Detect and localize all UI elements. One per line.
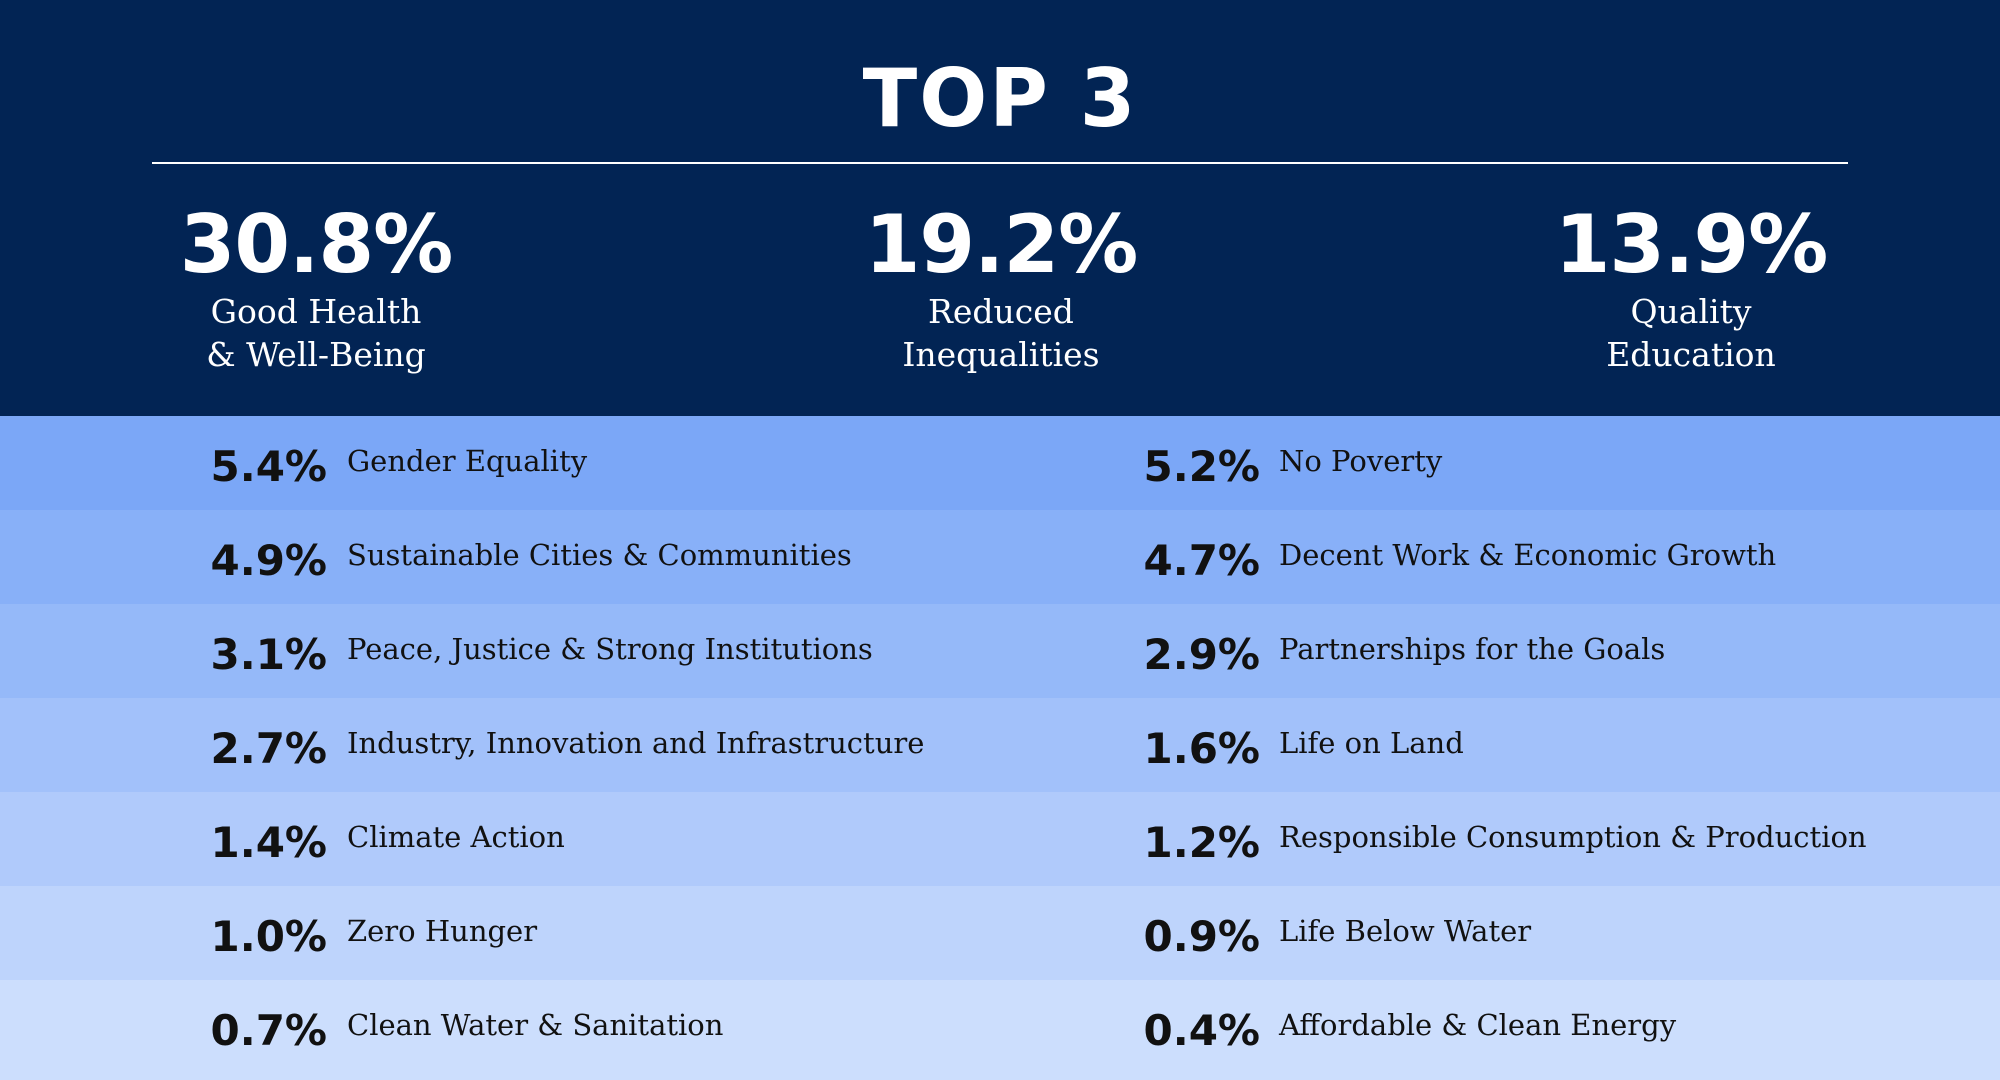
row: 4.9% Sustainable Cities & Communities 4.7%… <box>0 510 2000 604</box>
goal-label: Gender Equality <box>347 444 588 478</box>
row: 5.4% Gender Equality 5.2% No Poverty <box>0 416 2000 510</box>
percentage: 1.6% <box>1143 724 1260 773</box>
percentage: 1.2% <box>1143 818 1260 867</box>
percentage: 5.2% <box>1143 442 1260 491</box>
divider <box>152 162 1848 164</box>
goal-label: Partnerships for the Goals <box>1279 632 1666 666</box>
percentage: 2.7% <box>210 724 327 773</box>
top-label: Reduced <box>928 292 1074 331</box>
top-label: Quality <box>1630 292 1752 331</box>
goal-label: Zero Hunger <box>347 914 538 948</box>
row: 2.7% Industry, Innovation and Infrastruct… <box>0 698 2000 792</box>
top-item: 13.9% Quality Education <box>1441 200 1941 376</box>
percentage: 1.0% <box>210 912 327 961</box>
row: 1.4% Climate Action 1.2% Responsible Consum… <box>0 792 2000 886</box>
percentage: 0.7% <box>210 1006 327 1055</box>
title: TOP 3 <box>862 52 1138 145</box>
percentage: 0.4% <box>1143 1006 1260 1055</box>
header: TOP 3 30.8% Good Health & Well-Being 19.2% R… <box>0 0 2000 416</box>
goal-label: Peace, Justice & Strong Institutions <box>347 632 873 666</box>
row: 0.7% Clean Water & Sanitation 0.4% Affordab… <box>0 980 2000 1074</box>
top-label: Education <box>1606 335 1776 374</box>
top-value: 19.2% <box>864 198 1139 291</box>
top-label: Inequalities <box>902 335 1100 374</box>
row: 3.1% Peace, Justice & Strong Institutions… <box>0 604 2000 698</box>
goal-label: Sustainable Cities & Communities <box>347 538 852 572</box>
top-value: 13.9% <box>1554 198 1829 291</box>
goal-label: No Poverty <box>1279 444 1443 478</box>
percentage: 2.9% <box>1143 630 1260 679</box>
row: 1.0% Zero Hunger 0.9% Life Below Water <box>0 886 2000 980</box>
goal-label: Life Below Water <box>1279 914 1532 948</box>
percentage: 1.4% <box>210 818 327 867</box>
goal-label: Affordable & Clean Energy <box>1279 1008 1677 1042</box>
percentage: 0.9% <box>1143 912 1260 961</box>
goal-label: Life on Land <box>1279 726 1464 760</box>
top-label: Good Health <box>210 292 422 331</box>
percentage: 4.9% <box>210 536 327 585</box>
top-item: 19.2% Reduced Inequalities <box>751 200 1251 376</box>
goal-label: Clean Water & Sanitation <box>347 1008 724 1042</box>
top-label: & Well-Being <box>206 335 426 374</box>
percentage: 4.7% <box>1143 536 1260 585</box>
top-value: 30.8% <box>179 198 454 291</box>
goal-label: Decent Work & Economic Growth <box>1279 538 1777 572</box>
top-item: 30.8% Good Health & Well-Being <box>66 200 566 376</box>
goal-label: Responsible Consumption & Production <box>1279 820 1867 854</box>
goal-label: Climate Action <box>347 820 565 854</box>
percentage: 3.1% <box>210 630 327 679</box>
goal-label: Industry, Innovation and Infrastructure <box>347 726 925 760</box>
percentage: 5.4% <box>210 442 327 491</box>
